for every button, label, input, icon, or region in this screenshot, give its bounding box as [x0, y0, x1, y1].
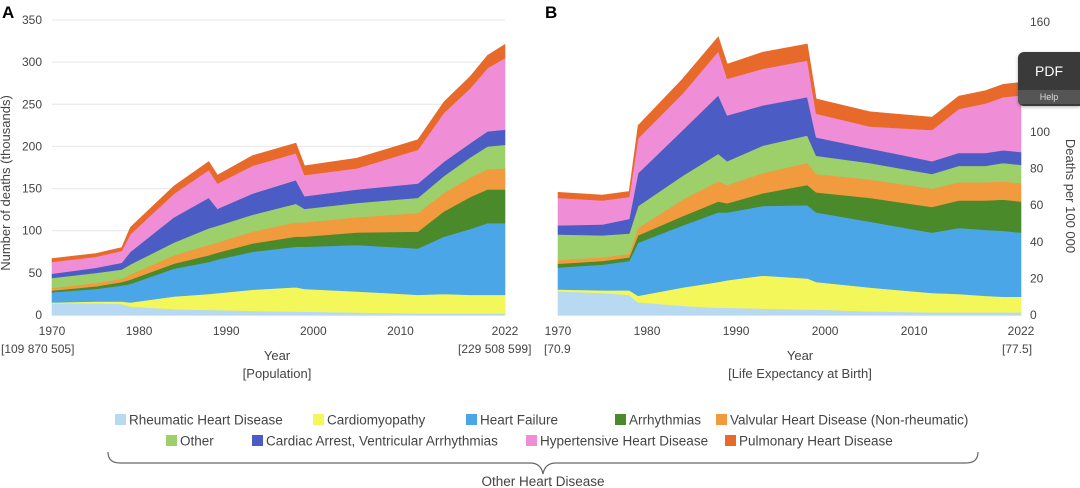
panel-b-y-tick-label: 40: [1030, 235, 1044, 249]
panel-b-x-tick-label: 1990: [723, 324, 750, 338]
panel-b-x-tick-label: 2010: [901, 324, 928, 338]
panel-b-y-tick-label: 20: [1030, 271, 1044, 285]
legend-label: Arrhythmias: [629, 413, 701, 428]
legend-swatch: [716, 414, 727, 425]
panel-a-population-start: [109 870 505]: [1, 342, 74, 356]
panel-b-x-ticks: 1970 1980 1990 2000 2010 2022: [545, 324, 1035, 338]
panel-a-y-tick-label: 300: [22, 55, 42, 69]
panel-a-y-tick-label: 250: [22, 97, 42, 111]
panel-a-x-tick-label: 1980: [126, 324, 153, 338]
panel-a-population-end: [229 508 599]: [458, 342, 531, 356]
legend-swatch: [252, 435, 263, 446]
legend-swatch: [725, 435, 736, 446]
legend: Rheumatic Heart Disease Cardiomyopathy Hea…: [115, 413, 968, 449]
panel-a-y-tick-label: 100: [22, 224, 42, 238]
legend-label: Pulmonary Heart Disease: [739, 434, 893, 449]
panel-b-x-axis-title: Year: [787, 348, 814, 363]
legend-swatch: [115, 414, 126, 425]
panel-b-life-expectancy-end: [77.5]: [1002, 342, 1032, 356]
legend-label: Rheumatic Heart Disease: [129, 413, 283, 428]
legend-label: Hypertensive Heart Disease: [540, 434, 708, 449]
panel-a-x-axis-title: Year: [264, 348, 291, 363]
panel-a-x-tick-label: 1990: [213, 324, 240, 338]
panel-a-area-pulmonary-heart-disease: [51, 43, 506, 263]
pdf-label: PDF: [1035, 63, 1063, 79]
chart-panel-a: A 0 50 100 150 200 250 300 350 1970 1980 1990 2000…: [0, 3, 531, 381]
panel-a-x-axis-subtitle: [Population]: [243, 366, 312, 381]
panel-b-life-expectancy-start: [70.9: [544, 342, 571, 356]
legend-label: Valvular Heart Disease (Non-rheumatic): [730, 413, 968, 428]
panel-b-x-tick-label: 2022: [1008, 324, 1035, 338]
panel-a-x-ticks: 1970 1980 1990 2000 2010 2022: [39, 324, 519, 338]
legend-label: Cardiomyopathy: [327, 413, 426, 428]
other-heart-disease-brace: [107, 451, 979, 475]
panel-a-y-ticks: 0 50 100 150 200 250 300 350: [22, 13, 42, 322]
panel-a-y-axis-title: Number of deaths (thousands): [0, 95, 13, 271]
panel-b-y-tick-label: 160: [1030, 15, 1050, 29]
panel-a-y-tick-label: 350: [22, 13, 42, 27]
panel-b-y-tick-label: 60: [1030, 198, 1044, 212]
panel-b-x-axis-subtitle: [Life Expectancy at Birth]: [728, 366, 872, 381]
legend-swatch: [313, 414, 324, 425]
panel-b-y-tick-label: 100: [1030, 125, 1050, 139]
legend-swatch: [526, 435, 537, 446]
legend-label: Other: [180, 434, 214, 449]
panel-a-x-tick-label: 2022: [492, 324, 519, 338]
panel-b-x-tick-label: 1980: [634, 324, 661, 338]
panel-b-letter: B: [545, 3, 557, 22]
panel-b-x-tick-label: 1970: [545, 324, 572, 338]
legend-swatch: [615, 414, 626, 425]
other-heart-disease-label: Other Heart Disease: [481, 474, 604, 488]
pdf-download-button[interactable]: PDF Help: [1018, 52, 1080, 106]
panel-a-y-tick-label: 0: [35, 308, 42, 322]
panel-b-y-tick-label: 80: [1030, 162, 1044, 176]
panel-a-stacked-areas: [51, 43, 506, 316]
help-link[interactable]: Help: [1018, 90, 1080, 104]
legend-label: Cardiac Arrest, Ventricular Arrhythmias: [266, 434, 498, 449]
chart-panel-b: B 020406080100120140160 1970198019902000…: [544, 3, 1078, 381]
panel-b-y-axis-title: Deaths per 100 000: [1063, 139, 1078, 253]
panel-a-x-tick-label: 1970: [39, 324, 66, 338]
panel-b-stacked-areas: [557, 36, 1022, 316]
legend-swatch: [166, 435, 177, 446]
panel-a-x-tick-label: 2000: [300, 324, 327, 338]
panel-a-y-tick-label: 150: [22, 182, 42, 196]
panel-a-y-tick-label: 200: [22, 139, 42, 153]
panel-a-y-tick-label: 50: [29, 266, 43, 280]
panel-b-y-tick-label: 0: [1030, 308, 1037, 322]
panel-a-letter: A: [2, 3, 14, 22]
legend-label: Heart Failure: [480, 413, 558, 428]
legend-swatch: [466, 414, 477, 425]
panel-a-x-tick-label: 2010: [387, 324, 414, 338]
panel-b-x-tick-label: 2000: [812, 324, 839, 338]
